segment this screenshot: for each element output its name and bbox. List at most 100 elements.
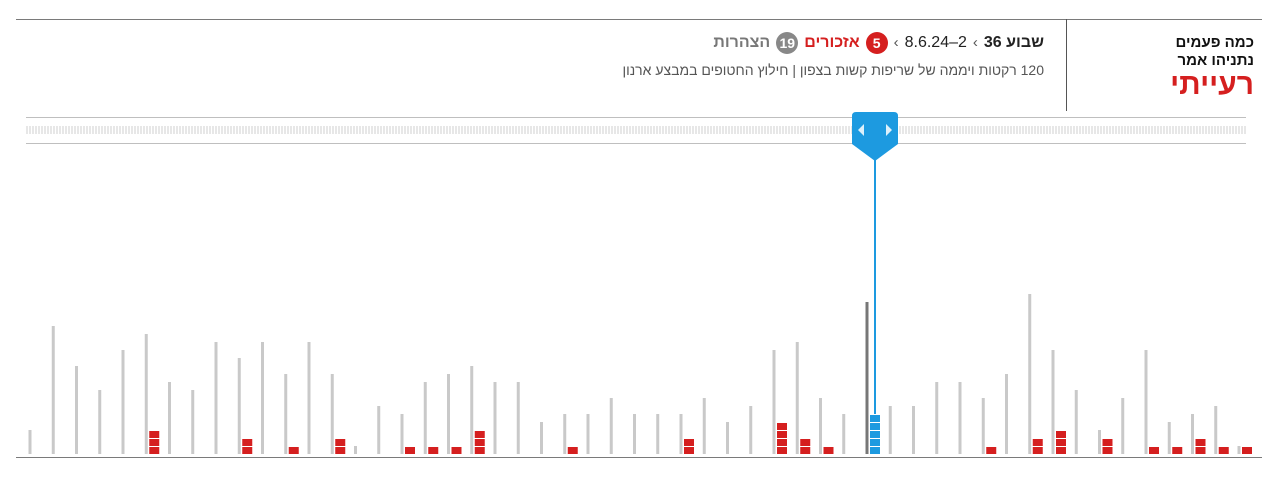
statements-bar[interactable] [656, 414, 660, 454]
statements-bar[interactable] [609, 398, 613, 454]
bottom-rule [16, 457, 1262, 458]
statements-bar[interactable] [516, 382, 520, 454]
statements-bar[interactable] [423, 382, 427, 454]
statements-bar[interactable] [28, 430, 32, 454]
statements-bar[interactable] [865, 302, 869, 454]
statements-bar[interactable] [540, 422, 543, 454]
mention-square [684, 447, 694, 454]
statements-bar[interactable] [493, 382, 497, 454]
mention-square [986, 447, 997, 454]
mention-square [474, 447, 485, 454]
statements-bar[interactable] [98, 390, 102, 454]
statements-bar[interactable] [377, 406, 381, 454]
mention-square [149, 439, 160, 446]
statements-bar[interactable] [261, 342, 264, 454]
statements-bar[interactable] [1051, 350, 1055, 454]
statements-bar[interactable] [447, 374, 450, 454]
mention-square [870, 439, 880, 446]
statements-bar[interactable] [633, 414, 636, 454]
mention-square [1056, 447, 1066, 454]
mention-square [428, 447, 439, 454]
mention-square [777, 423, 787, 430]
mention-square [1056, 431, 1066, 438]
week-dates: 2–8.6.24 [904, 34, 967, 51]
mention-square [823, 447, 834, 454]
statements-bar[interactable] [168, 382, 171, 454]
statements-bar[interactable] [958, 382, 962, 454]
scrubber-handle[interactable] [852, 112, 898, 161]
brand-title: רעייתי [1170, 68, 1254, 101]
statements-bar[interactable] [819, 398, 822, 454]
statements-bar[interactable] [795, 342, 799, 454]
statements-bar[interactable] [1214, 406, 1218, 454]
week-summary: שבוע 36 › 2–8.6.24 › 5 אזכורים 19 הצהרות [244, 32, 1044, 54]
mention-square [870, 415, 880, 422]
statements-bar[interactable] [749, 406, 753, 454]
mention-square [684, 439, 694, 446]
statements-bar[interactable] [1074, 390, 1078, 454]
statements-bar[interactable] [1237, 446, 1241, 454]
statements-bar[interactable] [912, 406, 915, 454]
statements-bar[interactable] [214, 342, 218, 454]
separator-chevron-icon: › [972, 34, 978, 51]
statements-bar[interactable] [121, 350, 125, 454]
statements-bar[interactable] [144, 334, 148, 454]
mention-square [474, 439, 485, 446]
statements-bar[interactable] [563, 414, 567, 454]
statements-bar[interactable] [191, 390, 195, 454]
statements-bar[interactable] [888, 406, 892, 454]
timeline-handle[interactable] [852, 112, 898, 414]
statements-bar[interactable] [75, 366, 78, 454]
mention-square [1032, 439, 1043, 446]
statements-bar[interactable] [1144, 350, 1148, 454]
statements-bar[interactable] [842, 414, 846, 454]
statements-bar[interactable] [586, 414, 590, 454]
week-subtitle: 120 רקטות ויממה של שריפות קשות בצפון | ח… [622, 62, 1044, 78]
statements-label: הצהרות [713, 34, 771, 51]
statements-bar[interactable] [1121, 398, 1125, 454]
statements-bar[interactable] [330, 374, 334, 454]
mention-square [567, 447, 578, 454]
statements-count-badge: 19 [776, 32, 799, 54]
mention-square [1102, 439, 1113, 446]
statements-bar[interactable] [1167, 422, 1171, 454]
mention-square [335, 439, 346, 446]
mentions-label: אזכורים [804, 34, 860, 51]
statements-bar[interactable] [470, 366, 474, 454]
mention-square [405, 447, 415, 454]
week-word: שבוע [1006, 34, 1044, 51]
mention-square [1172, 447, 1183, 454]
statements-bar[interactable] [702, 398, 706, 454]
header-divider [1066, 19, 1067, 111]
statements-bar[interactable] [400, 414, 404, 454]
mention-square [800, 447, 811, 454]
statements-bar[interactable] [284, 374, 288, 454]
statements-bar[interactable] [307, 342, 311, 454]
statements-bar[interactable] [935, 382, 939, 454]
brand-line-1: כמה פעמים [1175, 34, 1254, 51]
statements-bar[interactable] [51, 326, 55, 454]
statements-bar[interactable] [726, 422, 729, 454]
mention-square [335, 447, 346, 454]
statements-bar[interactable] [679, 414, 683, 454]
mention-square [451, 447, 462, 454]
mention-square [1195, 439, 1206, 446]
mention-square [777, 447, 787, 454]
mention-square [242, 447, 253, 454]
statements-bar[interactable] [1028, 294, 1032, 454]
statements-bar[interactable] [1191, 414, 1194, 454]
statements-bar[interactable] [772, 350, 776, 454]
mention-square [1218, 447, 1229, 454]
mention-square [1032, 447, 1043, 454]
statements-bar[interactable] [354, 446, 357, 454]
chevron-right-icon[interactable] [886, 124, 892, 136]
statements-bar[interactable] [237, 358, 241, 454]
statements-bar[interactable] [1098, 430, 1101, 454]
statements-bar[interactable] [1005, 374, 1008, 454]
mention-square [242, 439, 253, 446]
mention-square [288, 447, 299, 454]
statements-bar[interactable] [981, 398, 985, 454]
chevron-left-icon[interactable] [858, 124, 864, 136]
week-label: שבוע 36 [984, 32, 1044, 54]
mention-square [870, 423, 880, 430]
